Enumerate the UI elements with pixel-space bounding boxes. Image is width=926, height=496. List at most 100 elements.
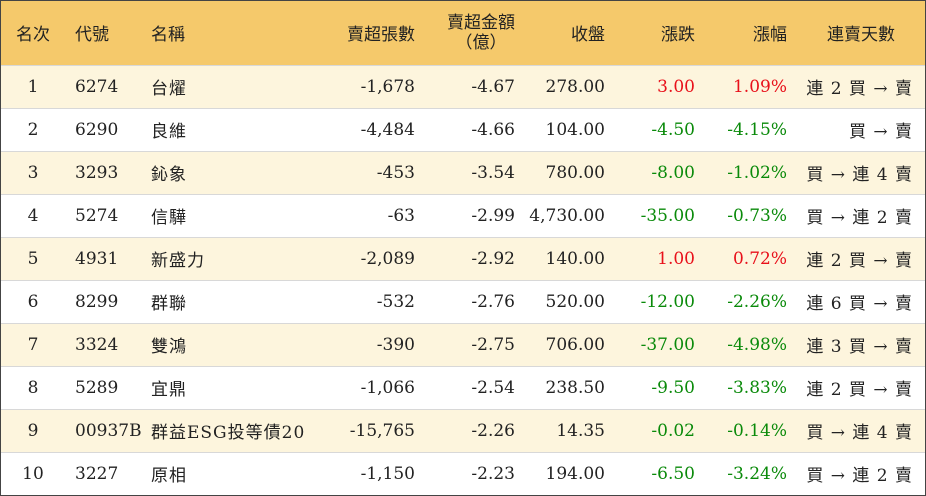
cell-close: 278.00 [545, 76, 605, 97]
cell-rank: 1 [27, 76, 39, 97]
cell-change: 3.00 [657, 76, 695, 97]
cell-change: -12.00 [640, 291, 695, 312]
cell-consecutive: 買 → 連 4 賣 [806, 165, 913, 185]
header-code: 代號 [75, 25, 109, 46]
cell-code: 5274 [75, 205, 119, 226]
cell-change: -35.00 [640, 205, 695, 226]
cell-change: -37.00 [640, 334, 695, 355]
cell-sell-amount: -2.54 [471, 377, 515, 398]
cell-sell-shares: -4,484 [360, 119, 415, 140]
header-consecutive: 連賣天數 [827, 25, 895, 46]
cell-rank: 2 [27, 119, 39, 140]
cell-sell-amount: -3.54 [471, 162, 515, 183]
cell-change-pct: -4.15% [727, 119, 787, 140]
table-row: 10 3227 原相 -1,150 -2.23 194.00 -6.50 -3.24% 買 → … [1, 452, 925, 495]
cell-consecutive: 連 3 買 → 賣 [806, 337, 913, 357]
cell-sell-amount: -2.23 [471, 463, 515, 484]
header-sell-amount-line1: 賣超金額 [447, 12, 515, 33]
cell-change-pct: -4.98% [727, 334, 787, 355]
table-header-row: 名次 代號 名稱 賣超張數 賣超金額 （億） 收盤 漲跌 漲幅 連賣天數 [1, 1, 925, 65]
cell-sell-shares: -63 [387, 205, 415, 226]
cell-consecutive: 連 6 買 → 賣 [806, 294, 913, 314]
header-sell-amount: 賣超金額 （億） [425, 1, 525, 65]
cell-change: -4.50 [651, 119, 695, 140]
cell-sell-amount: -4.66 [471, 119, 515, 140]
cell-code: 3227 [75, 463, 119, 484]
cell-change-pct: -3.83% [727, 377, 787, 398]
cell-code: 8299 [75, 291, 119, 312]
cell-change: -6.50 [651, 463, 695, 484]
cell-sell-amount: -4.67 [471, 76, 515, 97]
cell-close: 194.00 [545, 463, 605, 484]
cell-sell-shares: -1,678 [360, 76, 415, 97]
table-row: 4 5274 信驊 -63 -2.99 4,730.00 -35.00 -0.73% 買 → 連… [1, 194, 925, 237]
cell-sell-shares: -532 [376, 291, 415, 312]
cell-sell-shares: -390 [376, 334, 415, 355]
table-row: 9 00937B 群益ESG投等債20 -15,765 -2.26 14.35 -0.02 -… [1, 409, 925, 452]
cell-close: 104.00 [545, 119, 605, 140]
cell-change-pct: -0.73% [727, 205, 787, 226]
cell-change-pct: -2.26% [727, 291, 787, 312]
table-row: 7 3324 雙鴻 -390 -2.75 706.00 -37.00 -4.98% 連 3 買 … [1, 323, 925, 366]
cell-name: 群益ESG投等債20 [151, 423, 306, 443]
cell-change: 1.00 [657, 248, 695, 269]
cell-code: 3324 [75, 334, 119, 355]
cell-close: 238.50 [545, 377, 605, 398]
cell-change-pct: -3.24% [727, 463, 787, 484]
cell-rank: 8 [27, 377, 39, 398]
header-close: 收盤 [571, 25, 605, 46]
header-sell-shares: 賣超張數 [347, 25, 415, 46]
cell-sell-amount: -2.76 [471, 291, 515, 312]
cell-code: 4931 [75, 248, 119, 269]
cell-sell-shares: -453 [376, 162, 415, 183]
cell-rank: 5 [27, 248, 39, 269]
table-row: 1 6274 台燿 -1,678 -4.67 278.00 3.00 1.09% 連 2 買 →… [1, 65, 925, 108]
cell-sell-shares: -1,066 [360, 377, 415, 398]
cell-code: 3293 [75, 162, 119, 183]
table-row: 6 8299 群聯 -532 -2.76 520.00 -12.00 -2.26% 連 6 買 … [1, 280, 925, 323]
cell-sell-amount: -2.75 [471, 334, 515, 355]
cell-name: 宜鼎 [151, 380, 187, 400]
cell-name: 原相 [151, 466, 187, 487]
cell-name: 台燿 [151, 79, 187, 99]
table-row: 2 6290 良維 -4,484 -4.66 104.00 -4.50 -4.15% 買 → 賣 [1, 108, 925, 151]
cell-code: 6290 [75, 119, 119, 140]
cell-consecutive: 連 2 買 → 賣 [806, 380, 913, 400]
cell-consecutive: 買 → 連 4 賣 [806, 423, 913, 443]
cell-change-pct: -0.14% [727, 420, 787, 441]
cell-sell-amount: -2.99 [471, 205, 515, 226]
header-rank: 名次 [16, 25, 50, 46]
cell-change: -8.00 [651, 162, 695, 183]
cell-close: 706.00 [545, 334, 605, 355]
header-change: 漲跌 [661, 25, 695, 46]
cell-close: 14.35 [556, 420, 605, 441]
cell-code: 5289 [75, 377, 119, 398]
header-change-pct: 漲幅 [753, 25, 787, 46]
cell-consecutive: 連 2 買 → 賣 [806, 251, 913, 271]
cell-code: 00937B [75, 420, 142, 441]
cell-sell-shares: -15,765 [349, 420, 415, 441]
cell-name: 新盛力 [151, 251, 205, 271]
cell-rank: 3 [27, 162, 39, 183]
cell-name: 鈊象 [151, 165, 187, 185]
cell-name: 良維 [151, 122, 187, 142]
cell-close: 520.00 [545, 291, 605, 312]
cell-rank: 10 [22, 463, 44, 484]
cell-consecutive: 買 → 連 2 賣 [806, 466, 913, 487]
table-row: 8 5289 宜鼎 -1,066 -2.54 238.50 -9.50 -3.83% 連 2 買… [1, 366, 925, 409]
cell-code: 6274 [75, 76, 119, 97]
cell-name: 群聯 [151, 294, 187, 314]
cell-change: -9.50 [651, 377, 695, 398]
cell-sell-amount: -2.92 [471, 248, 515, 269]
cell-sell-shares: -2,089 [360, 248, 415, 269]
cell-consecutive: 買 → 連 2 賣 [806, 208, 913, 228]
cell-name: 信驊 [151, 208, 187, 228]
cell-consecutive: 買 → 賣 [848, 122, 913, 142]
header-name: 名稱 [151, 25, 185, 46]
table-row: 3 3293 鈊象 -453 -3.54 780.00 -8.00 -1.02% 買 → 連 4… [1, 151, 925, 194]
cell-close: 140.00 [545, 248, 605, 269]
cell-name: 雙鴻 [151, 337, 187, 357]
cell-close: 4,730.00 [529, 205, 605, 226]
